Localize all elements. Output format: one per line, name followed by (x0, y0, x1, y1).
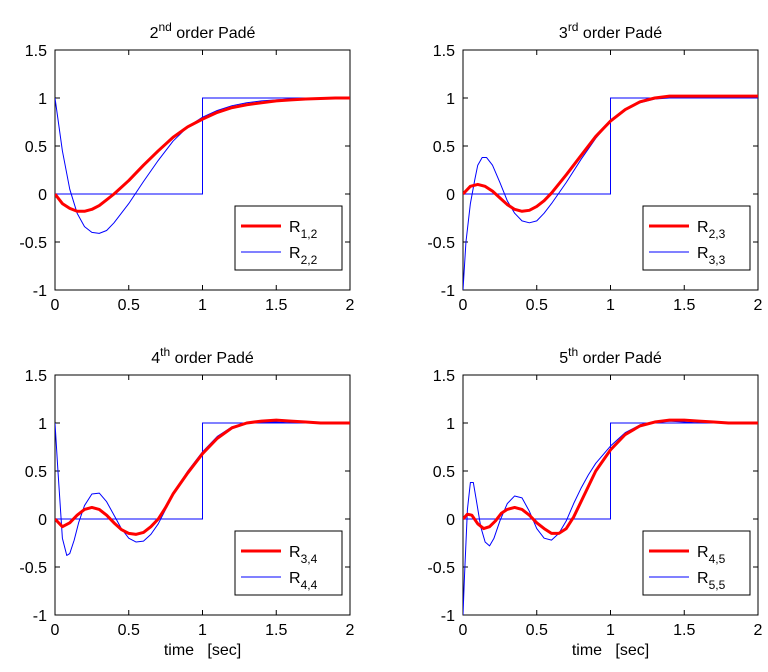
y-tick-label: 1 (38, 416, 47, 433)
legend-label: R2,2 (289, 245, 318, 267)
legend-box (642, 205, 751, 271)
y-tick-label: 1.5 (433, 368, 455, 385)
legend: R4,5 R5,5 (642, 530, 751, 596)
y-tick-label: 0 (446, 512, 455, 529)
y-tick-label: 0 (38, 187, 47, 204)
y-tick-label: -0.5 (427, 235, 455, 252)
subplot-title: 2nd order Padé (150, 20, 256, 42)
x-tick-label: 2 (346, 297, 355, 314)
y-tick-label: -1 (441, 283, 455, 300)
series-line-3-3 (463, 97, 758, 290)
subplot-4: 5th order Padé 0 0.5 1 1.5 2 -1 -0.5 0 0.5 1 1.5 tim… (427, 345, 762, 659)
series-line-4-4 (55, 421, 350, 556)
y-tick-label: 0.5 (25, 464, 47, 481)
x-tick-label: 1.5 (673, 297, 695, 314)
delay-step-line (463, 422, 758, 520)
legend-label: R4,5 (697, 544, 726, 566)
y-tick-label: 0 (38, 512, 47, 529)
x-tick-label: 1.5 (673, 622, 695, 639)
x-tick-label: 1.5 (265, 622, 287, 639)
series-line-4-5 (463, 418, 758, 535)
x-tick-label: 0 (51, 622, 60, 639)
legend-label: R1,2 (289, 219, 318, 241)
legend-label: R3,4 (289, 544, 318, 566)
series-line-2-3 (463, 94, 758, 213)
title-superscript: nd (158, 20, 171, 34)
y-tick-label: 1.5 (25, 368, 47, 385)
y-tick-label: 1 (446, 416, 455, 433)
legend-label: R3,3 (697, 245, 726, 267)
x-tick-label: 1 (606, 622, 615, 639)
title-order: 4 (151, 350, 160, 367)
x-axis-label: time [sec] (164, 642, 241, 659)
y-tick-label: -0.5 (19, 235, 47, 252)
y-tick-label: -1 (33, 283, 47, 300)
y-tick-label: -0.5 (19, 560, 47, 577)
legend-box (234, 205, 343, 271)
x-tick-label: 0 (459, 297, 468, 314)
y-tick-label: 0.5 (25, 139, 47, 156)
x-tick-label: 2 (346, 622, 355, 639)
y-tick-label: 0 (446, 187, 455, 204)
x-tick-label: 0 (459, 622, 468, 639)
title-superscript: th (568, 345, 578, 359)
x-tick-label: 1 (198, 297, 207, 314)
title-text: order Padé (578, 25, 662, 42)
y-tick-label: 0.5 (433, 139, 455, 156)
subplot-title: 5th order Padé (559, 345, 662, 367)
x-tick-label: 0.5 (526, 622, 548, 639)
y-tick-label: -1 (441, 608, 455, 625)
y-tick-label: -0.5 (427, 560, 455, 577)
title-order: 5 (559, 350, 568, 367)
legend-box (234, 530, 343, 596)
x-tick-label: 1.5 (265, 297, 287, 314)
legend: R1,2 R2,2 (234, 205, 343, 271)
plot-area (463, 418, 758, 615)
series-line-1-2 (55, 96, 350, 213)
y-tick-label: 1.5 (25, 43, 47, 60)
x-axis-label: time [sec] (572, 642, 649, 659)
plot-area (463, 94, 758, 290)
y-tick-label: 1.5 (433, 43, 455, 60)
legend-label: R2,3 (697, 219, 726, 241)
y-tick-label: 1 (446, 91, 455, 108)
y-tick-label: 1 (38, 91, 47, 108)
legend-label: R4,4 (289, 570, 318, 592)
x-tick-label: 0 (51, 297, 60, 314)
legend: R2,3 R3,3 (642, 205, 751, 271)
legend: R3,4 R4,4 (234, 530, 343, 596)
title-superscript: rd (568, 20, 579, 34)
title-order: 3 (559, 25, 568, 42)
title-text: order Padé (578, 350, 662, 367)
delay-step-line (55, 97, 350, 195)
x-tick-label: 0.5 (526, 297, 548, 314)
x-tick-label: 2 (754, 297, 763, 314)
subplot-title: 4th order Padé (151, 345, 254, 367)
subplot-2: 3rd order Padé 0 0.5 1 1.5 2 -1 -0.5 0 0.5 1 1.5 R2,… (427, 20, 762, 314)
title-text: order Padé (172, 25, 256, 42)
subplot-title: 3rd order Padé (559, 20, 662, 42)
legend-label: R5,5 (697, 570, 726, 592)
series-line-3-4 (55, 418, 350, 536)
subplot-3: 4th order Padé 0 0.5 1 1.5 2 -1 -0.5 0 0.5 1 1.5 tim… (19, 345, 354, 659)
title-text: order Padé (170, 350, 254, 367)
x-tick-label: 1 (606, 297, 615, 314)
legend-box (642, 530, 751, 596)
x-tick-label: 2 (754, 622, 763, 639)
title-order: 2 (150, 25, 159, 42)
y-tick-label: -1 (33, 608, 47, 625)
y-tick-label: 0.5 (433, 464, 455, 481)
plot-area (55, 96, 350, 234)
plot-area (55, 418, 350, 556)
title-superscript: th (160, 345, 170, 359)
x-tick-label: 1 (198, 622, 207, 639)
x-tick-label: 0.5 (118, 622, 140, 639)
delay-step-line (55, 422, 350, 520)
x-tick-label: 0.5 (118, 297, 140, 314)
